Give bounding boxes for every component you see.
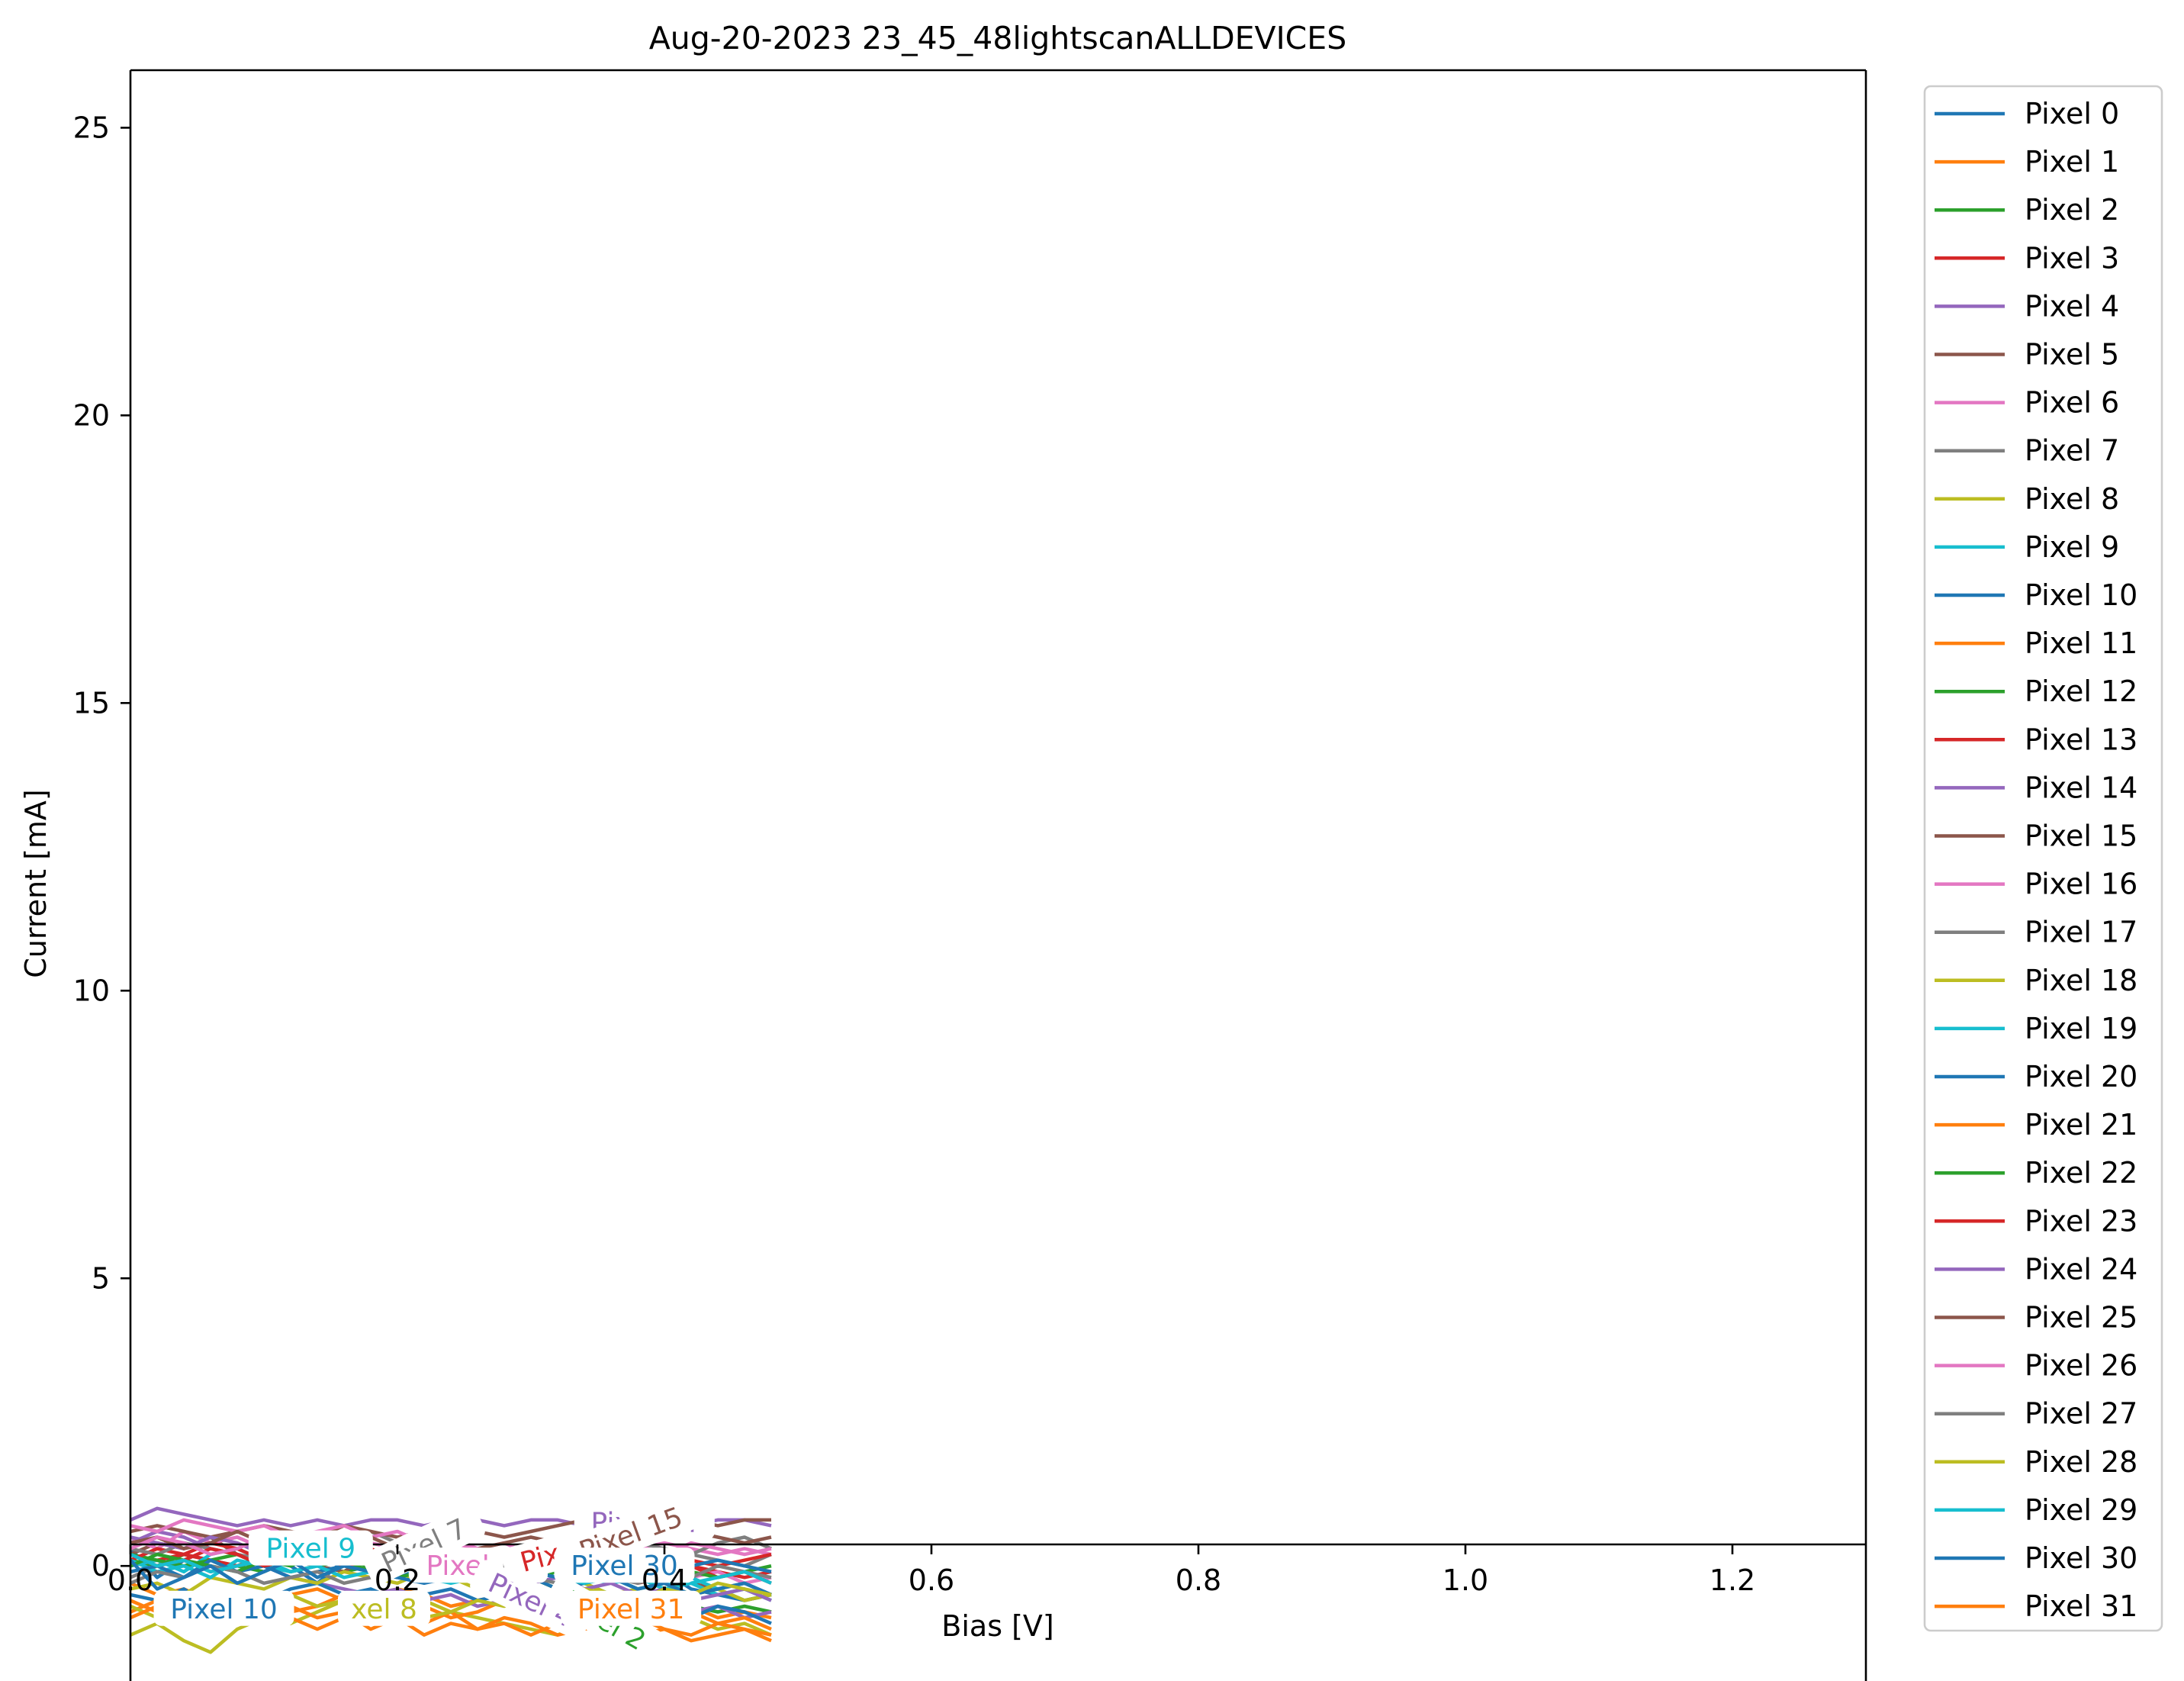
x-tick-label: 0.8 [1176,1563,1221,1597]
legend-label: Pixel 4 [2025,289,2119,323]
legend-label: Pixel 18 [2025,964,2137,997]
annotation-box [153,1590,294,1626]
x-tick-label: 0.2 [375,1563,420,1597]
legend-label: Pixel 26 [2025,1349,2137,1383]
legend-items: Pixel 0 Pixel 1 Pixel 2 Pixel 3 Pixel 4 Pixel… [1935,97,2137,1623]
legend-label: Pixel 15 [2025,820,2137,853]
legend-label: Pixel 17 [2025,916,2137,949]
y-tick-label: 10 [73,974,110,1007]
x-tick-label: 0.6 [909,1563,954,1597]
legend-label: Pixel 5 [2025,338,2119,372]
legend-label: Pixel 12 [2025,675,2137,708]
legend-label: Pixel 6 [2025,386,2119,420]
annotation-box [248,1530,373,1566]
legend-label: Pixel 3 [2025,241,2119,275]
annotation-label: xel 8 [338,1590,430,1626]
annotation-text: Pixel 9 [265,1534,355,1565]
legend-label: Pixel 27 [2025,1397,2137,1431]
annotation-label: Pixel 10 [153,1590,294,1626]
x-axis-label: Bias [V] [941,1609,1053,1643]
y-axis-label: Current [mA] [19,789,53,977]
annotation-text: Pixel 31 [577,1594,685,1625]
legend-frame [1923,85,2163,1632]
legend-label: Pixel 2 [2025,193,2119,227]
annotation-box [561,1590,702,1626]
legend-label: Pixel 11 [2025,626,2137,660]
annotation-text: xel 8 [351,1594,417,1625]
annotation-label: Pixel 31 [561,1590,702,1626]
plot-background [130,70,1866,1681]
y-tick-label: 5 [92,1261,110,1295]
y-tick-label: 25 [73,111,110,144]
legend-label: Pixel 10 [2025,578,2137,612]
legend-label: Pixel 25 [2025,1301,2137,1335]
x-tick-label: 1.0 [1443,1563,1488,1597]
annotation-box [338,1590,430,1626]
y-tick-label: 15 [73,686,110,720]
legend-label: Pixel 29 [2025,1493,2137,1527]
legend-label: Pixel 22 [2025,1156,2137,1190]
legend-label: Pixel 13 [2025,723,2137,756]
legend-label: Pixel 16 [2025,868,2137,901]
legend-label: Pixel 7 [2025,434,2119,468]
x-axis-ticks: 0.0 0.2 0.4 0.6 0.8 1.0 1.2 [108,1544,1755,1597]
y-tick-label: 0 [92,1549,110,1583]
y-tick-label: 20 [73,398,110,432]
legend-label: Pixel 24 [2025,1252,2137,1286]
x-tick-label: 0.4 [642,1563,687,1597]
legend-label: Pixel 21 [2025,1108,2137,1142]
legend-label: Pixel 0 [2025,97,2119,130]
legend-label: Pixel 1 [2025,145,2119,179]
annotation-box [554,1547,695,1583]
legend-label: Pixel 31 [2025,1589,2137,1623]
y-axis-ticks: 0 5 10 15 20 25 [73,111,130,1583]
chart-title: Aug-20-2023 23_45_48lightscanALLDEVICES [649,20,1347,56]
legend-label: Pixel 14 [2025,771,2137,804]
legend-label: Pixel 19 [2025,1012,2137,1045]
annotation-label: Pixel 9 [248,1530,373,1566]
legend-label: Pixel 20 [2025,1060,2137,1093]
annotation-text: Pixel 30 [571,1551,678,1582]
annotation-text: Pixel 10 [170,1594,278,1625]
x-tick-label: 1.2 [1710,1563,1755,1597]
annotation-label: Pixel 30 [554,1547,695,1583]
legend-label: Pixel 23 [2025,1204,2137,1238]
legend: Pixel 0 Pixel 1 Pixel 2 Pixel 3 Pixel 4 Pixel… [1923,85,2163,1632]
legend-label: Pixel 8 [2025,482,2119,516]
legend-label: Pixel 28 [2025,1445,2137,1479]
legend-label: Pixel 9 [2025,530,2119,564]
legend-label: Pixel 30 [2025,1541,2137,1575]
annotation-box [362,1505,485,1585]
